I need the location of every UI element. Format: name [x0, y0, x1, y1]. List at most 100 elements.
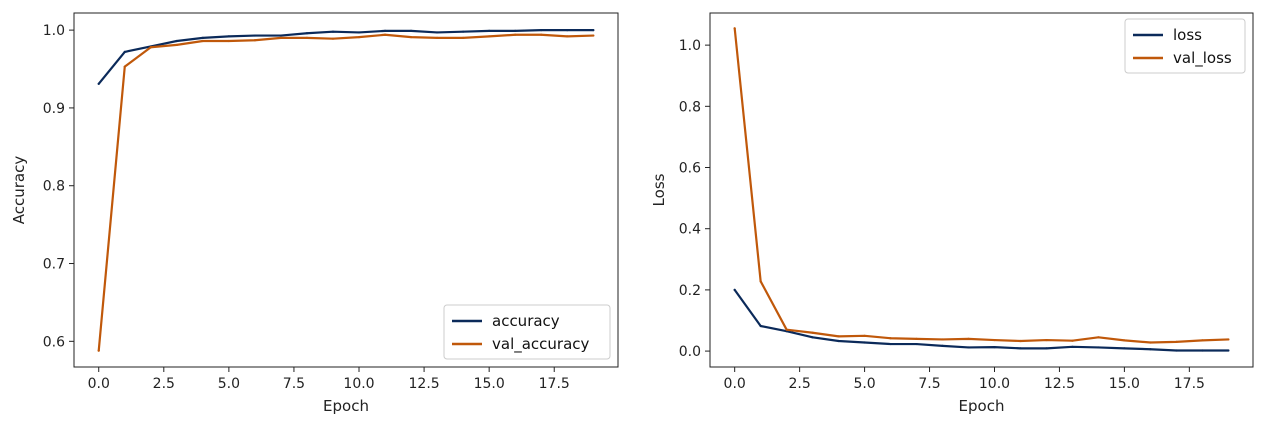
data-point-loss-16 [1149, 348, 1152, 351]
data-point-loss-10 [993, 346, 996, 349]
data-point-val_loss-9 [967, 337, 970, 340]
data-point-loss-19 [1227, 349, 1230, 352]
data-point-accuracy-18 [566, 29, 569, 32]
series-line-val_loss [733, 27, 1230, 344]
data-point-val_accuracy-1 [123, 65, 126, 68]
data-point-val_accuracy-16 [514, 33, 517, 36]
data-point-val_accuracy-14 [462, 36, 465, 40]
x-tick-label: 17.5 [1174, 376, 1205, 392]
plot-frame [709, 12, 1254, 368]
data-point-loss-15 [1123, 347, 1126, 350]
x-tick-label: 2.5 [153, 376, 175, 392]
data-point-val_loss-0 [733, 27, 736, 30]
x-tick-label: 5.0 [218, 376, 240, 392]
data-point-val_loss-13 [1071, 339, 1074, 342]
legend-box [443, 304, 611, 360]
x-tick-label: 17.5 [539, 376, 570, 392]
y-tick-label: 0.8 [43, 179, 65, 195]
data-point-loss-13 [1071, 345, 1074, 348]
x-tick-label: 7.5 [283, 376, 305, 392]
data-point-val_loss-16 [1149, 341, 1152, 344]
data-point-val_loss-17 [1175, 340, 1178, 344]
data-point-val_loss-7 [915, 337, 918, 340]
x-tick-label: 15.0 [474, 376, 505, 392]
legend: loss val_loss [1124, 18, 1246, 74]
data-point-val_loss-14 [1097, 336, 1100, 339]
data-point-val_accuracy-6 [253, 39, 256, 42]
data-point-val_accuracy-18 [566, 35, 569, 38]
y-tick-label: 1.0 [43, 23, 65, 39]
legend-box [1124, 18, 1246, 74]
data-point-loss-8 [941, 344, 944, 347]
data-point-loss-4 [837, 339, 840, 343]
data-point-accuracy-10 [357, 31, 361, 34]
data-point-val_accuracy-9 [331, 37, 335, 40]
data-point-loss-5 [863, 341, 866, 344]
data-point-accuracy-1 [123, 50, 126, 54]
data-point-val_loss-5 [863, 334, 866, 337]
plot-frame [73, 12, 619, 368]
data-point-val_accuracy-5 [227, 39, 230, 43]
y-tick-label: 0.4 [679, 222, 701, 238]
data-point-accuracy-6 [253, 34, 256, 37]
x-tick-label: 7.5 [918, 376, 940, 392]
x-tick-label: 12.5 [409, 376, 440, 392]
data-point-val_loss-19 [1227, 338, 1230, 341]
series-line-val_accuracy [97, 33, 595, 352]
y-tick-label: 0.6 [43, 334, 65, 350]
chart-panel-1: 0.0 2.5 5.0 7.5 10.0 12.5 15.0 17.5 0.6 0.7 0.8 0.9… [10, 12, 619, 415]
x-tick-label: 0.0 [88, 376, 110, 392]
data-point-val_loss-2 [785, 328, 788, 331]
x-tick-label: 2.5 [789, 376, 811, 392]
data-point-val_accuracy-4 [201, 39, 204, 43]
y-axis-label: Accuracy [10, 156, 28, 225]
data-point-loss-1 [759, 324, 762, 328]
data-point-accuracy-13 [436, 31, 439, 34]
data-point-val_loss-15 [1123, 339, 1126, 342]
x-tick-label: 5.0 [853, 376, 875, 392]
chart-panel-2: 0.0 2.5 5.0 7.5 10.0 12.5 15.0 17.5 0.0 0.2 0.4 0.6… [650, 12, 1254, 415]
data-point-loss-11 [1019, 347, 1022, 350]
data-point-loss-3 [811, 336, 814, 339]
data-point-val_loss-6 [889, 337, 892, 340]
data-point-val_accuracy-7 [279, 36, 283, 40]
data-point-accuracy-3 [175, 39, 178, 43]
y-tick-label: 0.9 [43, 101, 65, 117]
data-point-accuracy-19 [592, 29, 595, 32]
data-point-accuracy-7 [279, 34, 283, 37]
data-point-val_accuracy-3 [175, 43, 178, 47]
legend-label-val_accuracy: val_accuracy [492, 335, 590, 354]
data-point-accuracy-12 [409, 29, 413, 32]
data-point-val_loss-3 [811, 331, 814, 334]
data-point-accuracy-5 [227, 35, 230, 38]
data-point-val_loss-8 [941, 338, 944, 341]
data-point-loss-17 [1175, 349, 1178, 352]
data-point-loss-12 [1045, 347, 1048, 350]
data-point-loss-7 [915, 342, 918, 346]
series-line-accuracy [97, 29, 595, 85]
legend: accuracy val_accuracy [443, 304, 611, 360]
data-point-accuracy-14 [462, 30, 465, 33]
y-tick-label: 0.8 [679, 99, 701, 115]
data-point-accuracy-11 [383, 29, 387, 32]
data-point-accuracy-4 [201, 36, 204, 40]
data-point-val_loss-1 [759, 280, 762, 283]
data-point-val_accuracy-10 [357, 36, 361, 39]
y-tick-label: 0.7 [43, 257, 65, 273]
legend-label-val_loss: val_loss [1173, 49, 1232, 68]
x-tick-label: 0.0 [724, 376, 746, 392]
data-point-val_loss-12 [1045, 338, 1048, 342]
x-axis-label: Epoch [323, 397, 369, 415]
data-point-val_accuracy-11 [383, 33, 387, 36]
x-tick-label: 10.0 [343, 376, 374, 392]
y-tick-label: 0.2 [679, 283, 701, 299]
data-point-val_loss-18 [1201, 339, 1204, 342]
data-point-accuracy-9 [331, 30, 335, 33]
data-point-val_accuracy-0 [97, 349, 100, 352]
data-point-accuracy-17 [540, 29, 543, 32]
x-tick-label: 12.5 [1044, 376, 1075, 392]
y-tick-label: 1.0 [679, 38, 701, 54]
data-point-val_accuracy-19 [592, 34, 595, 37]
data-point-val_accuracy-15 [488, 35, 491, 38]
